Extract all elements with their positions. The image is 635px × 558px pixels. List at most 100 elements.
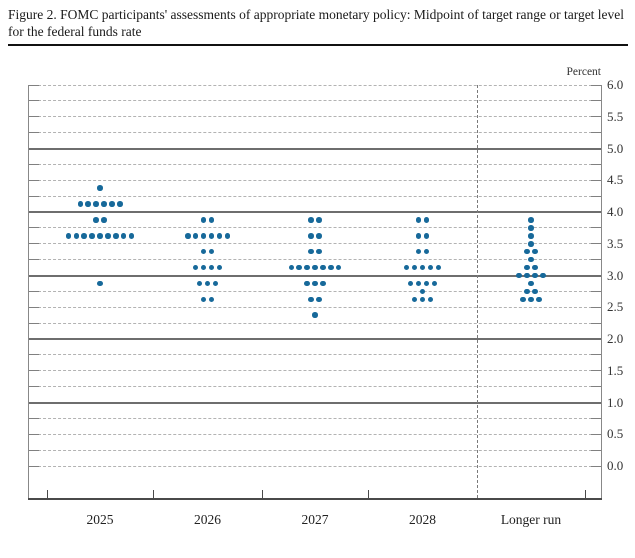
y-tick-left bbox=[28, 116, 39, 118]
projection-dot bbox=[419, 296, 426, 303]
projection-dot bbox=[528, 233, 534, 239]
projection-dot bbox=[335, 264, 342, 271]
projection-dot bbox=[415, 233, 422, 239]
projection-dot bbox=[520, 296, 526, 303]
y-tick-left bbox=[28, 370, 39, 372]
projection-dot bbox=[415, 280, 422, 287]
projection-dot bbox=[216, 264, 223, 271]
y-axis-tick-label: 5.5 bbox=[607, 108, 624, 124]
projection-dot bbox=[212, 280, 219, 287]
projection-dot bbox=[208, 248, 215, 255]
projection-dot bbox=[411, 296, 418, 303]
y-tick-left bbox=[28, 433, 39, 435]
y-gridline-solid bbox=[28, 274, 602, 277]
y-tick-left bbox=[28, 259, 39, 261]
y-axis-tick-label: 3.0 bbox=[607, 267, 624, 283]
y-tick-left bbox=[28, 322, 39, 324]
plot-frame-left bbox=[28, 85, 29, 498]
projection-dot bbox=[528, 241, 534, 247]
projection-dot bbox=[105, 233, 111, 239]
y-axis-tick-label: 1.0 bbox=[607, 394, 624, 410]
projection-dot bbox=[192, 264, 199, 271]
projection-dot bbox=[411, 264, 418, 271]
projection-dot bbox=[97, 280, 103, 287]
projection-dot bbox=[427, 264, 434, 271]
projection-dot bbox=[419, 264, 426, 271]
projection-dot bbox=[208, 233, 215, 239]
projection-dot bbox=[81, 233, 87, 239]
projection-dot bbox=[423, 248, 430, 255]
y-axis-tick-label: 1.5 bbox=[607, 362, 624, 378]
projection-dot bbox=[89, 233, 95, 239]
y-gridline bbox=[28, 322, 602, 324]
projection-dot bbox=[516, 272, 522, 279]
projection-dot bbox=[296, 264, 302, 271]
y-tick-right bbox=[591, 370, 602, 372]
projection-dot bbox=[65, 233, 72, 239]
y-axis-tick-label: 6.0 bbox=[607, 77, 624, 92]
y-tick-right bbox=[591, 306, 602, 308]
projection-dot bbox=[532, 264, 538, 271]
projection-dot bbox=[316, 233, 322, 239]
y-gridline bbox=[28, 449, 602, 451]
projection-dot bbox=[200, 296, 207, 303]
projection-dot bbox=[97, 233, 103, 239]
projection-dot bbox=[93, 217, 99, 223]
projection-dot bbox=[524, 264, 530, 271]
projection-dot bbox=[528, 296, 534, 303]
y-tick-right bbox=[591, 449, 602, 451]
y-tick-left bbox=[28, 386, 39, 388]
projection-dot bbox=[316, 217, 322, 223]
x-axis-label: 2027 bbox=[301, 512, 329, 527]
y-gridline-solid bbox=[28, 401, 602, 404]
y-tick-left bbox=[28, 417, 39, 419]
projection-dot bbox=[85, 201, 91, 207]
x-axis-label: 2026 bbox=[194, 512, 221, 527]
y-tick-left bbox=[28, 227, 39, 229]
projection-dot bbox=[113, 233, 119, 239]
y-tick-left bbox=[28, 132, 39, 134]
projection-dot bbox=[320, 280, 326, 287]
y-tick-left bbox=[28, 195, 39, 197]
y-tick-right bbox=[591, 259, 602, 261]
projection-dot bbox=[328, 264, 334, 271]
projection-dot bbox=[431, 280, 438, 287]
y-gridline bbox=[28, 386, 602, 388]
x-axis-tick bbox=[585, 490, 586, 498]
y-gridline bbox=[28, 465, 602, 467]
y-tick-right bbox=[591, 322, 602, 324]
y-gridline bbox=[28, 259, 602, 261]
y-axis-tick-label: 4.0 bbox=[607, 204, 624, 219]
y-tick-left bbox=[28, 465, 39, 467]
projection-dot bbox=[308, 248, 314, 255]
projection-dot bbox=[435, 264, 442, 271]
projection-dot bbox=[192, 233, 199, 239]
projection-dot bbox=[528, 225, 534, 231]
x-axis-tick bbox=[262, 490, 263, 498]
y-tick-left bbox=[28, 290, 39, 292]
y-tick-right bbox=[591, 179, 602, 181]
y-gridline bbox=[28, 227, 602, 229]
projection-dot bbox=[128, 233, 135, 239]
y-tick-right bbox=[591, 163, 602, 165]
x-axis-tick bbox=[153, 490, 154, 498]
y-gridline bbox=[28, 433, 602, 435]
projection-dot bbox=[536, 296, 542, 303]
y-gridline bbox=[28, 179, 602, 181]
y-axis-tick-label: 0.5 bbox=[607, 426, 624, 442]
x-axis-label: Longer run bbox=[500, 512, 562, 527]
projection-dot bbox=[185, 233, 191, 239]
projection-dot bbox=[101, 201, 107, 207]
projection-dot bbox=[524, 272, 530, 279]
projection-dot bbox=[200, 233, 207, 239]
y-gridline bbox=[28, 163, 602, 165]
y-axis-tick-label: 5.0 bbox=[607, 140, 624, 156]
projection-dot bbox=[73, 233, 80, 239]
projection-dot bbox=[216, 233, 223, 239]
plot-frame-right bbox=[601, 85, 602, 498]
y-gridline bbox=[28, 195, 602, 197]
y-tick-right bbox=[591, 84, 602, 86]
projection-dot bbox=[208, 217, 215, 223]
projection-dot bbox=[528, 256, 534, 263]
